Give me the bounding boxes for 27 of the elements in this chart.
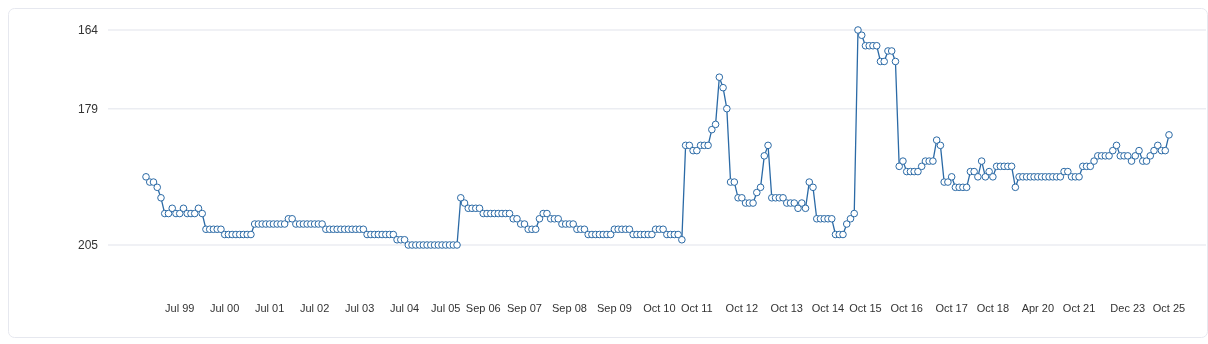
x-tick-label: Sep 07 — [507, 301, 542, 314]
x-tick-label: Dec 23 — [1110, 301, 1146, 314]
x-tick-label: Jul 01 — [254, 301, 285, 314]
x-tick-label: Jul 99 — [165, 301, 195, 314]
y-tick-label: 164 — [77, 23, 99, 38]
x-tick-label: Oct 12 — [725, 301, 759, 314]
x-tick-label: Jul 04 — [389, 301, 420, 314]
x-tick-label: Oct 14 — [811, 301, 845, 314]
x-tick-label: Jul 03 — [344, 301, 375, 314]
x-tick-label: Sep 08 — [552, 301, 587, 314]
x-tick-label: Sep 06 — [465, 301, 501, 314]
x-tick-label: Jul 05 — [431, 301, 461, 314]
x-tick-label: Jul 00 — [210, 301, 240, 314]
x-tick-label: Jul 02 — [299, 301, 330, 314]
x-tick-label: Oct 18 — [976, 301, 1010, 314]
y-tick-label: 205 — [77, 238, 99, 253]
x-tick-label: Apr 20 — [1021, 301, 1055, 314]
x-tick-label: Oct 15 — [849, 301, 882, 314]
y-tick-label: 179 — [77, 101, 99, 116]
x-tick-label: Oct 21 — [1062, 301, 1096, 314]
x-tick-label: Oct 25 — [1152, 301, 1186, 314]
x-tick-label: Oct 16 — [890, 301, 923, 314]
x-tick-label: Sep 09 — [596, 301, 632, 314]
x-tick-label: Oct 13 — [770, 301, 803, 314]
x-tick-label: Oct 11 — [681, 301, 713, 314]
x-tick-label: Oct 10 — [643, 301, 676, 314]
x-tick-label: Oct 17 — [935, 301, 968, 314]
